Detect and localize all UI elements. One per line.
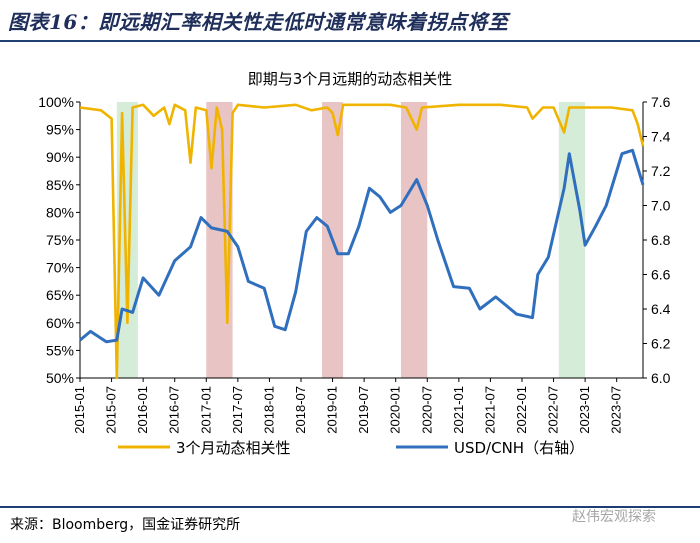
chart-title: 即期与3个月远期的动态相关性 bbox=[247, 70, 453, 88]
x-tick-label: 2015-01 bbox=[72, 386, 87, 434]
x-tick-label: 2019-01 bbox=[325, 386, 340, 434]
shaded-period-3 bbox=[400, 102, 428, 378]
title-rule bbox=[0, 40, 700, 42]
x-tick-label: 2020-01 bbox=[388, 386, 403, 434]
source-note: 来源：Bloomberg，国金证券研究所 bbox=[10, 517, 241, 533]
x-tick-label: 2019-07 bbox=[356, 386, 371, 434]
left-tick-label: 70% bbox=[46, 260, 74, 276]
x-tick-label: 2017-01 bbox=[198, 386, 213, 434]
x-tick-label: 2018-01 bbox=[261, 386, 276, 434]
figure-title: 图表16：即远期汇率相关性走低时通常意味着拐点将至 bbox=[8, 10, 509, 34]
left-tick-label: 95% bbox=[46, 122, 74, 138]
left-tick-label: 65% bbox=[46, 287, 74, 303]
left-tick-label: 90% bbox=[46, 149, 74, 165]
right-tick-label: 6.0 bbox=[651, 370, 671, 386]
shaded-period-4 bbox=[558, 102, 586, 378]
watermark: 赵伟宏观探索 bbox=[572, 509, 656, 525]
left-tick-label: 50% bbox=[46, 370, 74, 386]
right-tick-label: 6.2 bbox=[651, 336, 671, 352]
left-tick-label: 85% bbox=[46, 177, 74, 193]
x-tick-label: 2018-07 bbox=[293, 386, 308, 434]
legend-label-usdcnh: USD/CNH（右轴） bbox=[454, 439, 584, 457]
right-tick-label: 6.4 bbox=[651, 301, 671, 317]
x-tick-label: 2015-07 bbox=[104, 386, 119, 434]
right-tick-label: 6.8 bbox=[651, 232, 671, 248]
x-tick-label: 2023-07 bbox=[609, 386, 624, 434]
usdcnh-line bbox=[79, 148, 645, 344]
right-tick-label: 7.6 bbox=[651, 94, 671, 110]
x-tick-label: 2023-01 bbox=[577, 386, 592, 434]
x-tick-label: 2016-01 bbox=[135, 386, 150, 434]
right-tick-label: 6.6 bbox=[651, 267, 671, 283]
right-tick-label: 7.4 bbox=[651, 129, 671, 145]
correlation-line bbox=[79, 103, 645, 380]
x-tick-label: 2021-01 bbox=[451, 386, 466, 434]
x-tick-label: 2017-07 bbox=[230, 386, 245, 434]
x-tick-label: 2016-07 bbox=[167, 386, 182, 434]
legend-label-correlation: 3个月动态相关性 bbox=[176, 439, 291, 457]
x-tick-label: 2021-07 bbox=[482, 386, 497, 434]
left-tick-label: 60% bbox=[46, 315, 74, 331]
left-tick-label: 75% bbox=[46, 232, 74, 248]
x-tick-label: 2022-07 bbox=[546, 386, 561, 434]
left-tick-label: 100% bbox=[38, 94, 74, 110]
x-tick-label: 2022-01 bbox=[514, 386, 529, 434]
x-tick-label: 2020-07 bbox=[419, 386, 434, 434]
right-tick-label: 7.0 bbox=[651, 198, 671, 214]
source-rule bbox=[0, 506, 700, 508]
left-tick-label: 55% bbox=[46, 342, 74, 358]
chart-svg: 50% 55% 60% 65% 70% 75% 80% 85% 90% 95% 100% 6.0 6.2… bbox=[38, 94, 671, 457]
left-tick-label: 80% bbox=[46, 204, 74, 220]
right-tick-label: 7.2 bbox=[651, 163, 671, 179]
